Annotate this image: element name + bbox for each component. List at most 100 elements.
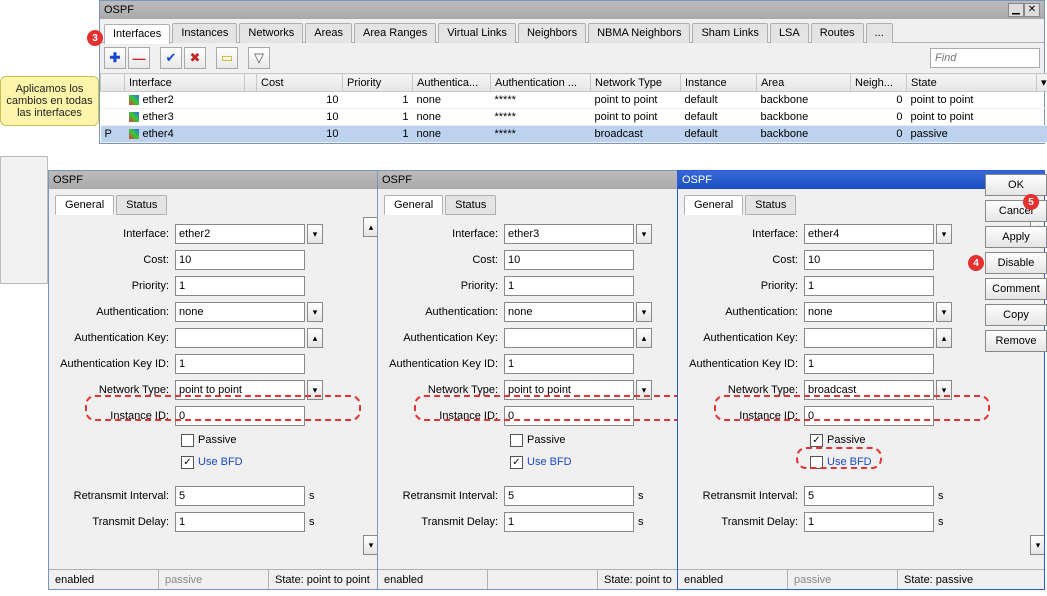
tab-nbma-neighbors[interactable]: NBMA Neighbors xyxy=(588,23,690,43)
remove-button[interactable]: Remove xyxy=(985,330,1047,352)
field-up-icon[interactable]: ▴ xyxy=(936,328,952,348)
remove-icon[interactable]: — xyxy=(128,47,150,69)
tab-routes[interactable]: Routes xyxy=(811,23,864,43)
field-input[interactable] xyxy=(804,328,934,348)
tab-lsa[interactable]: LSA xyxy=(770,23,809,43)
dropdown-icon[interactable]: ▾ xyxy=(307,302,323,322)
dropdown-icon[interactable]: ▾ xyxy=(936,380,952,400)
field-input[interactable] xyxy=(804,512,934,532)
field-input[interactable] xyxy=(175,250,305,270)
field-input[interactable] xyxy=(504,328,634,348)
dropdown-icon[interactable]: ▾ xyxy=(307,224,323,244)
tab-status[interactable]: Status xyxy=(445,195,496,215)
bfd-checkbox[interactable]: ✓ xyxy=(510,456,523,469)
field-input[interactable] xyxy=(175,302,305,322)
apply-button[interactable]: Apply xyxy=(985,226,1047,248)
bfd-checkbox[interactable] xyxy=(810,456,823,469)
disable-button[interactable]: Disable xyxy=(985,252,1047,274)
tab-instances[interactable]: Instances xyxy=(172,23,237,43)
field-input[interactable] xyxy=(504,486,634,506)
tab-neighbors[interactable]: Neighbors xyxy=(518,23,586,43)
tab-interfaces[interactable]: Interfaces xyxy=(104,24,170,44)
column-header[interactable]: Authentication ... xyxy=(491,74,591,92)
dropdown-icon[interactable]: ▾ xyxy=(636,224,652,244)
dropdown-icon[interactable]: ▾ xyxy=(307,380,323,400)
tab-status[interactable]: Status xyxy=(116,195,167,215)
field-input[interactable] xyxy=(504,276,634,296)
tab-virtual-links[interactable]: Virtual Links xyxy=(438,23,516,43)
add-icon[interactable]: ✚ xyxy=(104,47,126,69)
column-header[interactable]: Area xyxy=(757,74,851,92)
passive-checkbox[interactable] xyxy=(181,434,194,447)
tab-areas[interactable]: Areas xyxy=(305,23,352,43)
tab-status[interactable]: Status xyxy=(745,195,796,215)
field-input[interactable] xyxy=(804,302,934,322)
field-input[interactable] xyxy=(175,406,305,426)
tab-general[interactable]: General xyxy=(684,195,743,215)
field-input[interactable] xyxy=(804,276,934,296)
dropdown-icon[interactable]: ▾ xyxy=(936,224,952,244)
tab-networks[interactable]: Networks xyxy=(239,23,303,43)
tab-area-ranges[interactable]: Area Ranges xyxy=(354,23,436,43)
field-input[interactable] xyxy=(504,224,634,244)
column-header[interactable]: Neigh... xyxy=(851,74,907,92)
passive-checkbox[interactable]: ✓ xyxy=(810,434,823,447)
table-row[interactable]: ether3101none*****point to pointdefaultb… xyxy=(101,109,1047,126)
field-up-icon[interactable]: ▴ xyxy=(307,328,323,348)
column-header[interactable]: Cost xyxy=(257,74,343,92)
scroll-down-icon[interactable]: ▾ xyxy=(1030,535,1044,555)
passive-checkbox[interactable] xyxy=(510,434,523,447)
field-input[interactable] xyxy=(804,250,934,270)
filter-icon[interactable]: ▽ xyxy=(248,47,270,69)
field-input[interactable] xyxy=(175,354,305,374)
field-input[interactable] xyxy=(175,380,305,400)
minimize-icon[interactable]: ▁ xyxy=(1008,3,1024,17)
column-header[interactable] xyxy=(245,74,257,92)
tab-general[interactable]: General xyxy=(55,195,114,215)
table-row[interactable]: ether2101none*****point to pointdefaultb… xyxy=(101,92,1047,109)
field-input[interactable] xyxy=(175,512,305,532)
column-header[interactable]: Interface xyxy=(125,74,245,92)
field-input[interactable] xyxy=(804,354,934,374)
disable-icon[interactable]: ✖ xyxy=(184,47,206,69)
table-row[interactable]: Pether4101none*****broadcastdefaultbackb… xyxy=(101,126,1047,143)
column-header[interactable]: Priority xyxy=(343,74,413,92)
find-input[interactable] xyxy=(930,48,1040,68)
column-header[interactable]: State xyxy=(907,74,1037,92)
column-header[interactable] xyxy=(101,74,125,92)
dropdown-icon[interactable]: ▾ xyxy=(936,302,952,322)
field-input[interactable] xyxy=(504,380,634,400)
dropdown-icon[interactable]: ▾ xyxy=(636,302,652,322)
field-input[interactable] xyxy=(804,380,934,400)
tab--[interactable]: ... xyxy=(866,23,893,43)
tab-general[interactable]: General xyxy=(384,195,443,215)
column-header[interactable]: Authentica... xyxy=(413,74,491,92)
field-input[interactable] xyxy=(175,328,305,348)
field-input[interactable] xyxy=(504,250,634,270)
copy-button[interactable]: Copy xyxy=(985,304,1047,326)
enable-icon[interactable]: ✔ xyxy=(160,47,182,69)
field-input[interactable] xyxy=(175,224,305,244)
comment-icon[interactable]: ▭ xyxy=(216,47,238,69)
field-up-icon[interactable]: ▴ xyxy=(636,328,652,348)
scroll-up-icon[interactable]: ▴ xyxy=(363,217,377,237)
column-header[interactable]: Network Type xyxy=(591,74,681,92)
scroll-down-icon[interactable]: ▾ xyxy=(363,535,377,555)
comment-button[interactable]: Comment xyxy=(985,278,1047,300)
column-header[interactable]: Instance xyxy=(681,74,757,92)
field-input[interactable] xyxy=(804,406,934,426)
tab-sham-links[interactable]: Sham Links xyxy=(692,23,767,43)
dropdown-icon[interactable]: ▾ xyxy=(636,380,652,400)
field-input[interactable] xyxy=(804,224,934,244)
field-input[interactable] xyxy=(175,486,305,506)
field-input[interactable] xyxy=(504,302,634,322)
ok-button[interactable]: OK xyxy=(985,174,1047,196)
field-input[interactable] xyxy=(504,406,634,426)
column-menu-icon[interactable]: ▾ xyxy=(1037,74,1047,92)
field-input[interactable] xyxy=(504,354,634,374)
field-input[interactable] xyxy=(504,512,634,532)
field-input[interactable] xyxy=(804,486,934,506)
close-icon[interactable]: ✕ xyxy=(1024,3,1040,17)
bfd-checkbox[interactable]: ✓ xyxy=(181,456,194,469)
field-input[interactable] xyxy=(175,276,305,296)
